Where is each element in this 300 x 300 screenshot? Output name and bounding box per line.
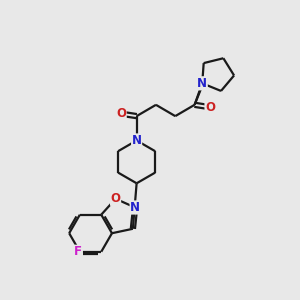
Text: N: N [132,134,142,147]
Text: O: O [111,192,121,205]
Text: N: N [130,201,140,214]
Text: N: N [197,77,207,90]
Text: O: O [116,107,126,120]
Text: F: F [74,245,83,258]
Text: O: O [205,101,215,114]
